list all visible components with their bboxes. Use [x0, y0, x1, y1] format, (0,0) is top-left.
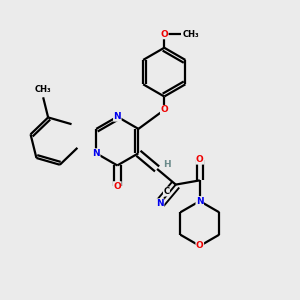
Text: C: C: [164, 187, 169, 196]
Text: N: N: [196, 196, 204, 206]
Text: N: N: [156, 199, 164, 208]
Text: CH₃: CH₃: [182, 30, 199, 39]
Text: N: N: [113, 112, 121, 121]
Text: H: H: [164, 160, 171, 169]
Text: N: N: [92, 149, 100, 158]
Text: O: O: [196, 155, 204, 164]
Text: CH₃: CH₃: [35, 85, 52, 94]
Text: O: O: [196, 242, 204, 250]
Text: O: O: [113, 182, 121, 191]
Text: O: O: [160, 30, 168, 39]
Text: O: O: [160, 105, 168, 114]
